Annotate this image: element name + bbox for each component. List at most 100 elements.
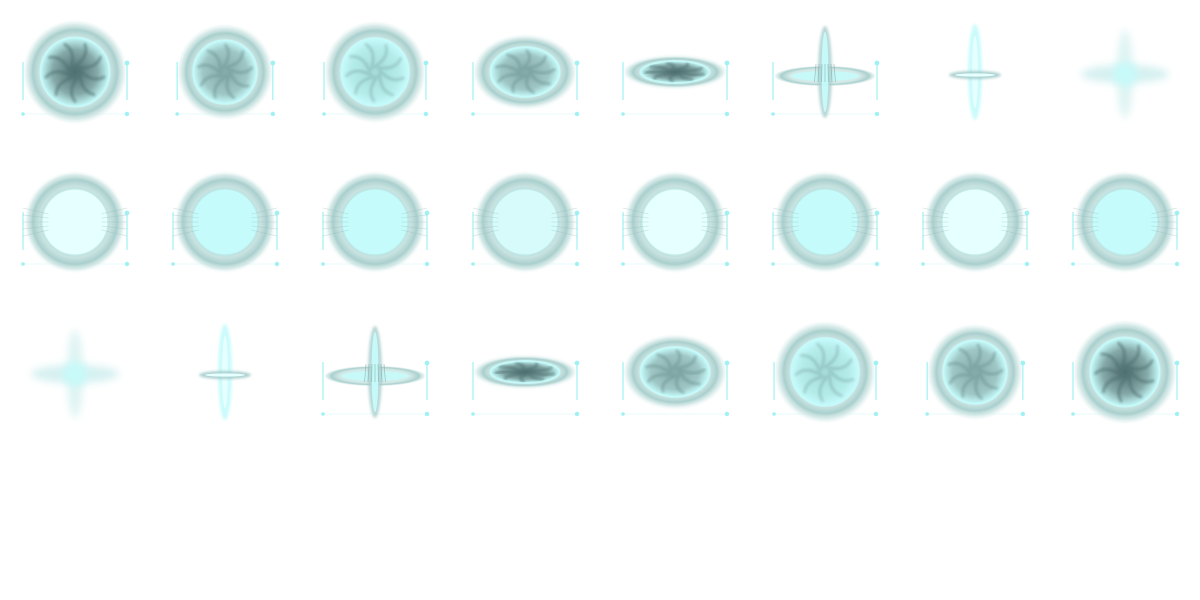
sprite-frame: [300, 150, 450, 300]
sprite-frame: [900, 0, 1050, 150]
side-flare: [22, 207, 128, 237]
frame-guide-marks: [621, 60, 730, 117]
frame-canvas: [471, 173, 580, 271]
cross-center: [63, 362, 87, 386]
portal-rim: [640, 187, 710, 257]
portal-sprite: [621, 56, 730, 117]
side-flare: [472, 207, 578, 237]
sprite-frame: [450, 150, 600, 300]
portal-rim: [1089, 336, 1161, 408]
portal-core: [341, 188, 409, 256]
sprite-row-opening: [0, 0, 1200, 150]
portal-idle-sprite: [921, 173, 1030, 271]
portal-rim: [489, 359, 561, 385]
portal-sprite: [21, 22, 130, 122]
portal-rim: [340, 187, 410, 257]
sprite-row-idle: [0, 150, 1200, 300]
portal-idle-sprite: [171, 173, 280, 271]
frame-canvas: [31, 330, 119, 418]
sprite-frame: [900, 300, 1050, 450]
sprite-frame: [1050, 150, 1200, 300]
portal-rim: [790, 337, 860, 407]
frame-guide-marks: [621, 360, 730, 417]
portal-streak-sprite: [949, 24, 1001, 120]
side-flare: [172, 207, 278, 237]
portal-burst-sprite: [771, 26, 880, 118]
portal-rim: [790, 187, 860, 257]
portal-core: [1091, 188, 1159, 256]
portal-swirl: [44, 42, 106, 103]
frame-guide-marks: [1071, 210, 1180, 267]
side-flare: [922, 207, 1028, 237]
frame-canvas: [925, 325, 1026, 419]
sprite-frame: [450, 0, 600, 150]
sprite-frame: [0, 0, 150, 150]
side-flare: [772, 207, 878, 237]
frame-canvas: [171, 173, 280, 271]
sprite-frame: [750, 150, 900, 300]
frame-guide-marks: [175, 60, 276, 117]
portal-sprite: [175, 25, 276, 119]
portal-swirl: [794, 342, 855, 403]
sprite-frame: [300, 300, 450, 450]
portal-core: [941, 188, 1009, 256]
frame-canvas: [21, 173, 130, 271]
frame-canvas: [321, 173, 430, 271]
portal-idle-sprite: [621, 173, 730, 271]
frame-guide-marks: [925, 360, 1026, 417]
portal-swirl: [344, 43, 405, 103]
portal-rim: [39, 36, 111, 108]
sprite-frame: [1050, 0, 1200, 150]
sprite-frame: [750, 300, 900, 450]
sprite-sheet: [0, 0, 1200, 450]
sprite-frame: [600, 150, 750, 300]
frame-canvas: [621, 336, 730, 417]
portal-swirl: [644, 61, 705, 83]
sprite-row-closing: [0, 300, 1200, 450]
portal-swirl: [644, 349, 706, 394]
portal-sprite: [322, 22, 429, 122]
frame-canvas: [175, 25, 276, 119]
portal-streak-sprite: [199, 324, 251, 420]
frame-guide-marks: [471, 210, 580, 267]
frame-canvas: [771, 173, 880, 271]
portal-sprite: [1071, 322, 1180, 422]
portal-rim: [942, 339, 1008, 405]
frame-canvas: [322, 22, 429, 122]
frame-guide-marks: [471, 60, 580, 117]
sprite-frame: [150, 0, 300, 150]
frame-canvas: [199, 324, 251, 420]
portal-idle-sprite: [471, 173, 580, 271]
portal-sprite: [471, 36, 580, 117]
frame-canvas: [621, 56, 730, 117]
portal-swirl: [947, 343, 1004, 400]
portal-rim: [40, 187, 110, 257]
frame-guide-marks: [171, 210, 280, 267]
portal-idle-sprite: [321, 173, 430, 271]
portal-idle-sprite: [21, 173, 130, 271]
sprite-frame: [300, 0, 450, 150]
portal-sprite: [925, 325, 1026, 419]
portal-idle-sprite: [1071, 173, 1180, 271]
portal-swirl: [494, 361, 556, 383]
frame-canvas: [471, 36, 580, 117]
frame-canvas: [21, 22, 130, 122]
portal-rim: [489, 46, 561, 98]
frame-canvas: [621, 173, 730, 271]
portal-burst-sprite: [321, 326, 430, 418]
portal-sprite: [471, 356, 580, 417]
sprite-frame: [450, 300, 600, 450]
portal-rim: [192, 39, 258, 105]
frame-canvas: [771, 26, 880, 118]
portal-core: [641, 188, 709, 256]
portal-sprite: [772, 322, 879, 422]
portal-rim: [490, 187, 560, 257]
frame-guide-marks: [321, 360, 430, 417]
portal-rim: [940, 187, 1010, 257]
sprite-frame: [750, 0, 900, 150]
side-flare: [622, 207, 728, 237]
cross-center: [1113, 62, 1137, 86]
portal-swirl: [1094, 341, 1155, 403]
portal-core: [791, 188, 859, 256]
portal-idle-sprite: [771, 173, 880, 271]
